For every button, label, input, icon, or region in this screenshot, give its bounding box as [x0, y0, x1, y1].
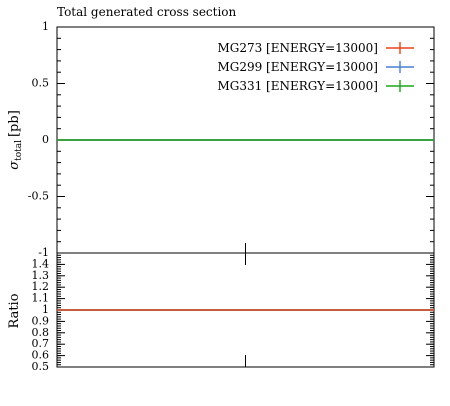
ratio-y-tick-label: 0.5 [32, 360, 50, 373]
sigma-unit: [pb] [7, 110, 22, 137]
sigma-symbol: σ [7, 160, 22, 170]
ratio-y-ticks: 1.41.31.21.110.90.80.70.60.5 [32, 252, 434, 373]
main-y-tick-label: 1 [42, 20, 49, 33]
legend-entry-label: MG273 [ENERGY=13000] [217, 41, 378, 55]
chart-title: Total generated cross section [57, 5, 237, 19]
main-y-tick-label: 0.5 [32, 77, 50, 90]
legend: MG273 [ENERGY=13000] MG299 [ENERGY=13000]… [217, 41, 414, 93]
ratio-y-tick-label: 1 [42, 303, 49, 316]
main-y-tick-label: 0 [42, 133, 49, 146]
ratio-y-tick-label: 1.2 [32, 280, 50, 293]
legend-entry-label: MG331 [ENERGY=13000] [217, 79, 378, 93]
ratio-y-tick-label: 0.8 [32, 326, 50, 339]
sigma-subscript: total [14, 140, 24, 161]
ratio-y-tick-label: 1.4 [32, 257, 50, 270]
ratio-y-tick-label: 0.9 [32, 314, 50, 327]
ratio-y-tick-label: 1.1 [32, 292, 50, 305]
ratio-y-axis-label: Ratio [7, 293, 22, 328]
ratio-y-tick-label: 1.3 [32, 269, 50, 282]
main-y-axis-label: σtotal [pb] [7, 110, 24, 170]
main-y-tick-label: -1 [38, 246, 49, 259]
main-y-tick-label: -0.5 [28, 190, 49, 203]
legend-entry-label: MG299 [ENERGY=13000] [217, 60, 378, 74]
ratio-y-tick-label: 0.6 [32, 349, 50, 362]
ratio-y-tick-label: 0.7 [32, 337, 50, 350]
